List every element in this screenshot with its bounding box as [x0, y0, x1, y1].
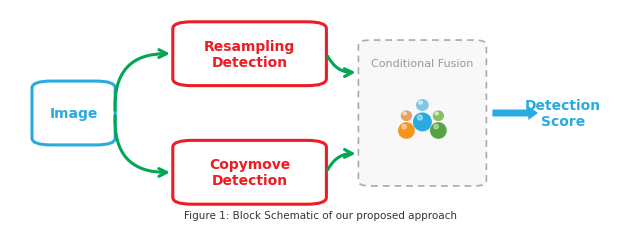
Text: Image: Image	[49, 106, 98, 121]
FancyArrowPatch shape	[328, 57, 352, 77]
FancyBboxPatch shape	[358, 41, 486, 186]
FancyArrowPatch shape	[492, 107, 538, 120]
FancyArrowPatch shape	[115, 50, 166, 111]
Text: Detection
Score: Detection Score	[525, 99, 601, 128]
Ellipse shape	[419, 101, 422, 105]
FancyBboxPatch shape	[173, 141, 326, 204]
Ellipse shape	[402, 125, 406, 129]
Text: Copymove
Detection: Copymove Detection	[209, 158, 290, 188]
Ellipse shape	[413, 114, 431, 131]
Ellipse shape	[399, 123, 414, 138]
Text: Conditional Fusion: Conditional Fusion	[371, 59, 474, 69]
Ellipse shape	[417, 116, 422, 121]
Ellipse shape	[433, 112, 444, 121]
FancyArrowPatch shape	[115, 116, 166, 177]
FancyBboxPatch shape	[173, 23, 326, 86]
FancyBboxPatch shape	[32, 82, 115, 145]
Ellipse shape	[431, 123, 446, 138]
Text: Figure 1: Block Schematic of our proposed approach: Figure 1: Block Schematic of our propose…	[184, 210, 456, 220]
Ellipse shape	[435, 113, 438, 115]
Text: Resampling
Detection: Resampling Detection	[204, 39, 295, 69]
Ellipse shape	[417, 100, 428, 111]
FancyArrowPatch shape	[328, 150, 352, 170]
Ellipse shape	[403, 113, 406, 115]
Ellipse shape	[434, 125, 438, 129]
Ellipse shape	[401, 112, 412, 121]
